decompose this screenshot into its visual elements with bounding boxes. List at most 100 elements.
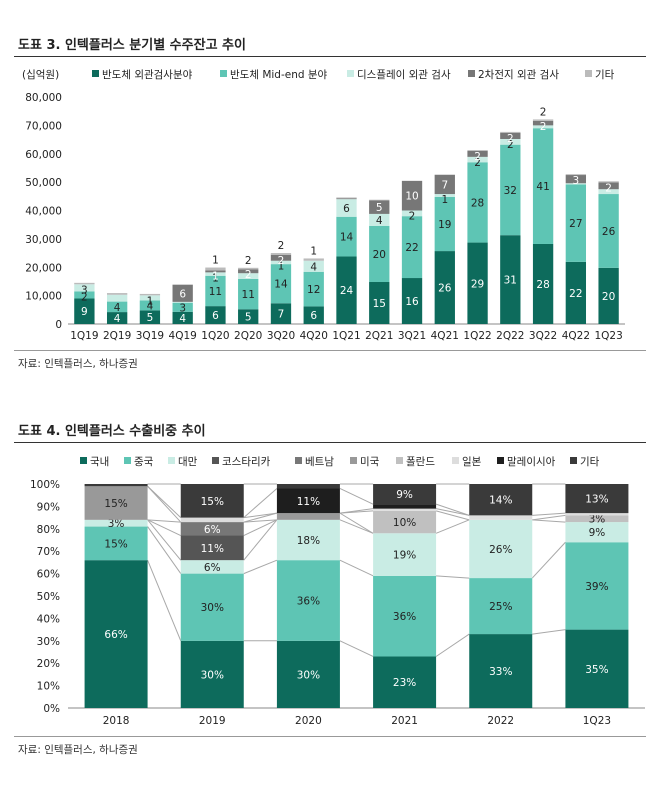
bar-segment xyxy=(303,271,324,307)
connector-line xyxy=(243,519,278,536)
bar-data-label: 5 xyxy=(376,202,383,214)
figure3-title: 도표 3. 인텍플러스 분기별 수주잔고 추이 xyxy=(18,38,246,53)
bar-segment xyxy=(434,194,455,197)
bar-segment xyxy=(565,515,629,523)
connector-line xyxy=(436,575,470,579)
x-tick-label: 1Q21 xyxy=(332,330,360,342)
bar-data-label: 11 xyxy=(242,289,255,301)
connector-line xyxy=(531,541,566,579)
x-tick-label: 2021 xyxy=(391,715,418,727)
bar-segment xyxy=(180,517,244,523)
bar-data-label: 29 xyxy=(471,278,484,290)
legend-label-4: 베트남 xyxy=(305,456,334,468)
legend-label-5: 미국 xyxy=(360,456,380,468)
x-tick-label: 2Q21 xyxy=(365,330,393,342)
bar-segment xyxy=(373,504,437,509)
bar-segment xyxy=(205,267,226,271)
connector-line xyxy=(339,488,374,505)
bar-segment xyxy=(276,513,340,520)
bar-data-label: 14 xyxy=(340,232,354,244)
bar-data-label: 30% xyxy=(201,602,224,614)
legend-label-2: 디스플레이 외관 검사 xyxy=(357,69,451,81)
legend-label-1: 중국 xyxy=(134,456,154,468)
y-tick-label: 20% xyxy=(37,658,60,670)
bar-data-label: 2 xyxy=(507,139,514,151)
bar-data-label: 18% xyxy=(297,535,320,547)
connector-line xyxy=(532,629,566,635)
bar-segment xyxy=(172,284,193,285)
connector-line xyxy=(532,514,566,521)
legend-label-6: 폴란드 xyxy=(406,456,435,468)
y-tick-label: 50% xyxy=(37,591,60,603)
bar-data-label: 3 xyxy=(81,284,88,296)
bar-top-label: 2 xyxy=(278,240,285,252)
bar-data-label: 1 xyxy=(278,261,285,273)
bar-data-label: 4 xyxy=(376,215,383,227)
bar-data-label: 11% xyxy=(297,496,320,508)
y-tick-label: 50,000 xyxy=(25,177,62,189)
bar-segment xyxy=(369,282,390,324)
legend-swatch-2 xyxy=(168,457,175,464)
bar-data-label: 25% xyxy=(489,601,512,613)
x-tick-label: 2019 xyxy=(199,715,226,727)
bar-segment xyxy=(565,174,587,176)
y-tick-label: 30,000 xyxy=(25,234,62,246)
bar-data-label: 2 xyxy=(540,121,547,133)
connector-line xyxy=(339,559,374,577)
bar-segment xyxy=(336,216,357,257)
bar-data-label: 14% xyxy=(489,495,512,507)
bar-data-label: 3 xyxy=(179,303,186,315)
bar-segment xyxy=(84,484,148,487)
bar-top-label: 1 xyxy=(212,255,219,267)
bar-segment xyxy=(74,298,95,324)
y-tick-label: 70% xyxy=(37,546,60,558)
bar-segment xyxy=(598,189,619,195)
legend-swatch-7 xyxy=(452,457,459,464)
connector-line xyxy=(147,519,182,561)
connector-line xyxy=(435,519,470,534)
y-tick-label: 30% xyxy=(37,636,60,648)
bar-data-label: 28 xyxy=(471,197,484,209)
bar-data-label: 2 xyxy=(474,157,481,169)
bar-segment xyxy=(106,293,128,295)
x-tick-label: 4Q21 xyxy=(431,330,459,342)
bar-segment xyxy=(180,573,244,641)
bar-segment xyxy=(139,295,161,301)
x-tick-label: 2Q20 xyxy=(234,330,262,342)
bar-segment xyxy=(373,484,437,505)
figure4-source: 자료: 인텍플러스, 하나증권 xyxy=(18,744,138,756)
bar-segment xyxy=(180,535,244,561)
bar-segment xyxy=(172,284,193,302)
bar-segment xyxy=(106,301,128,313)
y-tick-label: 20,000 xyxy=(25,262,62,274)
bar-segment xyxy=(238,273,259,279)
bar-data-label: 13% xyxy=(585,494,608,506)
bar-segment xyxy=(270,253,292,255)
unit-label: (십억원) xyxy=(22,69,59,81)
x-tick-label: 4Q20 xyxy=(300,330,328,342)
x-tick-label: 4Q19 xyxy=(169,330,197,342)
bar-top-label: 2 xyxy=(540,106,547,118)
bar-segment xyxy=(238,278,259,310)
bar-data-label: 35% xyxy=(585,664,608,676)
bar-segment xyxy=(373,508,437,511)
bar-data-label: 11 xyxy=(209,286,222,298)
bar-segment xyxy=(106,312,128,324)
bar-data-label: 7 xyxy=(441,179,448,191)
bar-data-label: 2 xyxy=(245,269,252,281)
connector-line xyxy=(243,519,277,523)
bar-data-label: 2 xyxy=(81,291,88,303)
legend-label-3: 코스타리카 xyxy=(222,456,271,468)
legend-label-9: 기타 xyxy=(580,456,600,468)
legend-label-0: 반도체 외관검사분야 xyxy=(102,68,193,81)
connector-line xyxy=(339,508,374,514)
bar-data-label: 9% xyxy=(396,489,413,501)
bar-segment xyxy=(500,131,521,133)
bar-segment xyxy=(238,267,259,270)
bar-segment xyxy=(139,293,161,296)
bar-segment xyxy=(467,162,488,243)
y-tick-label: 40,000 xyxy=(25,206,62,218)
x-tick-label: 3Q19 xyxy=(136,330,164,342)
connector-line xyxy=(147,519,181,536)
bar-data-label: 1 xyxy=(147,295,154,307)
